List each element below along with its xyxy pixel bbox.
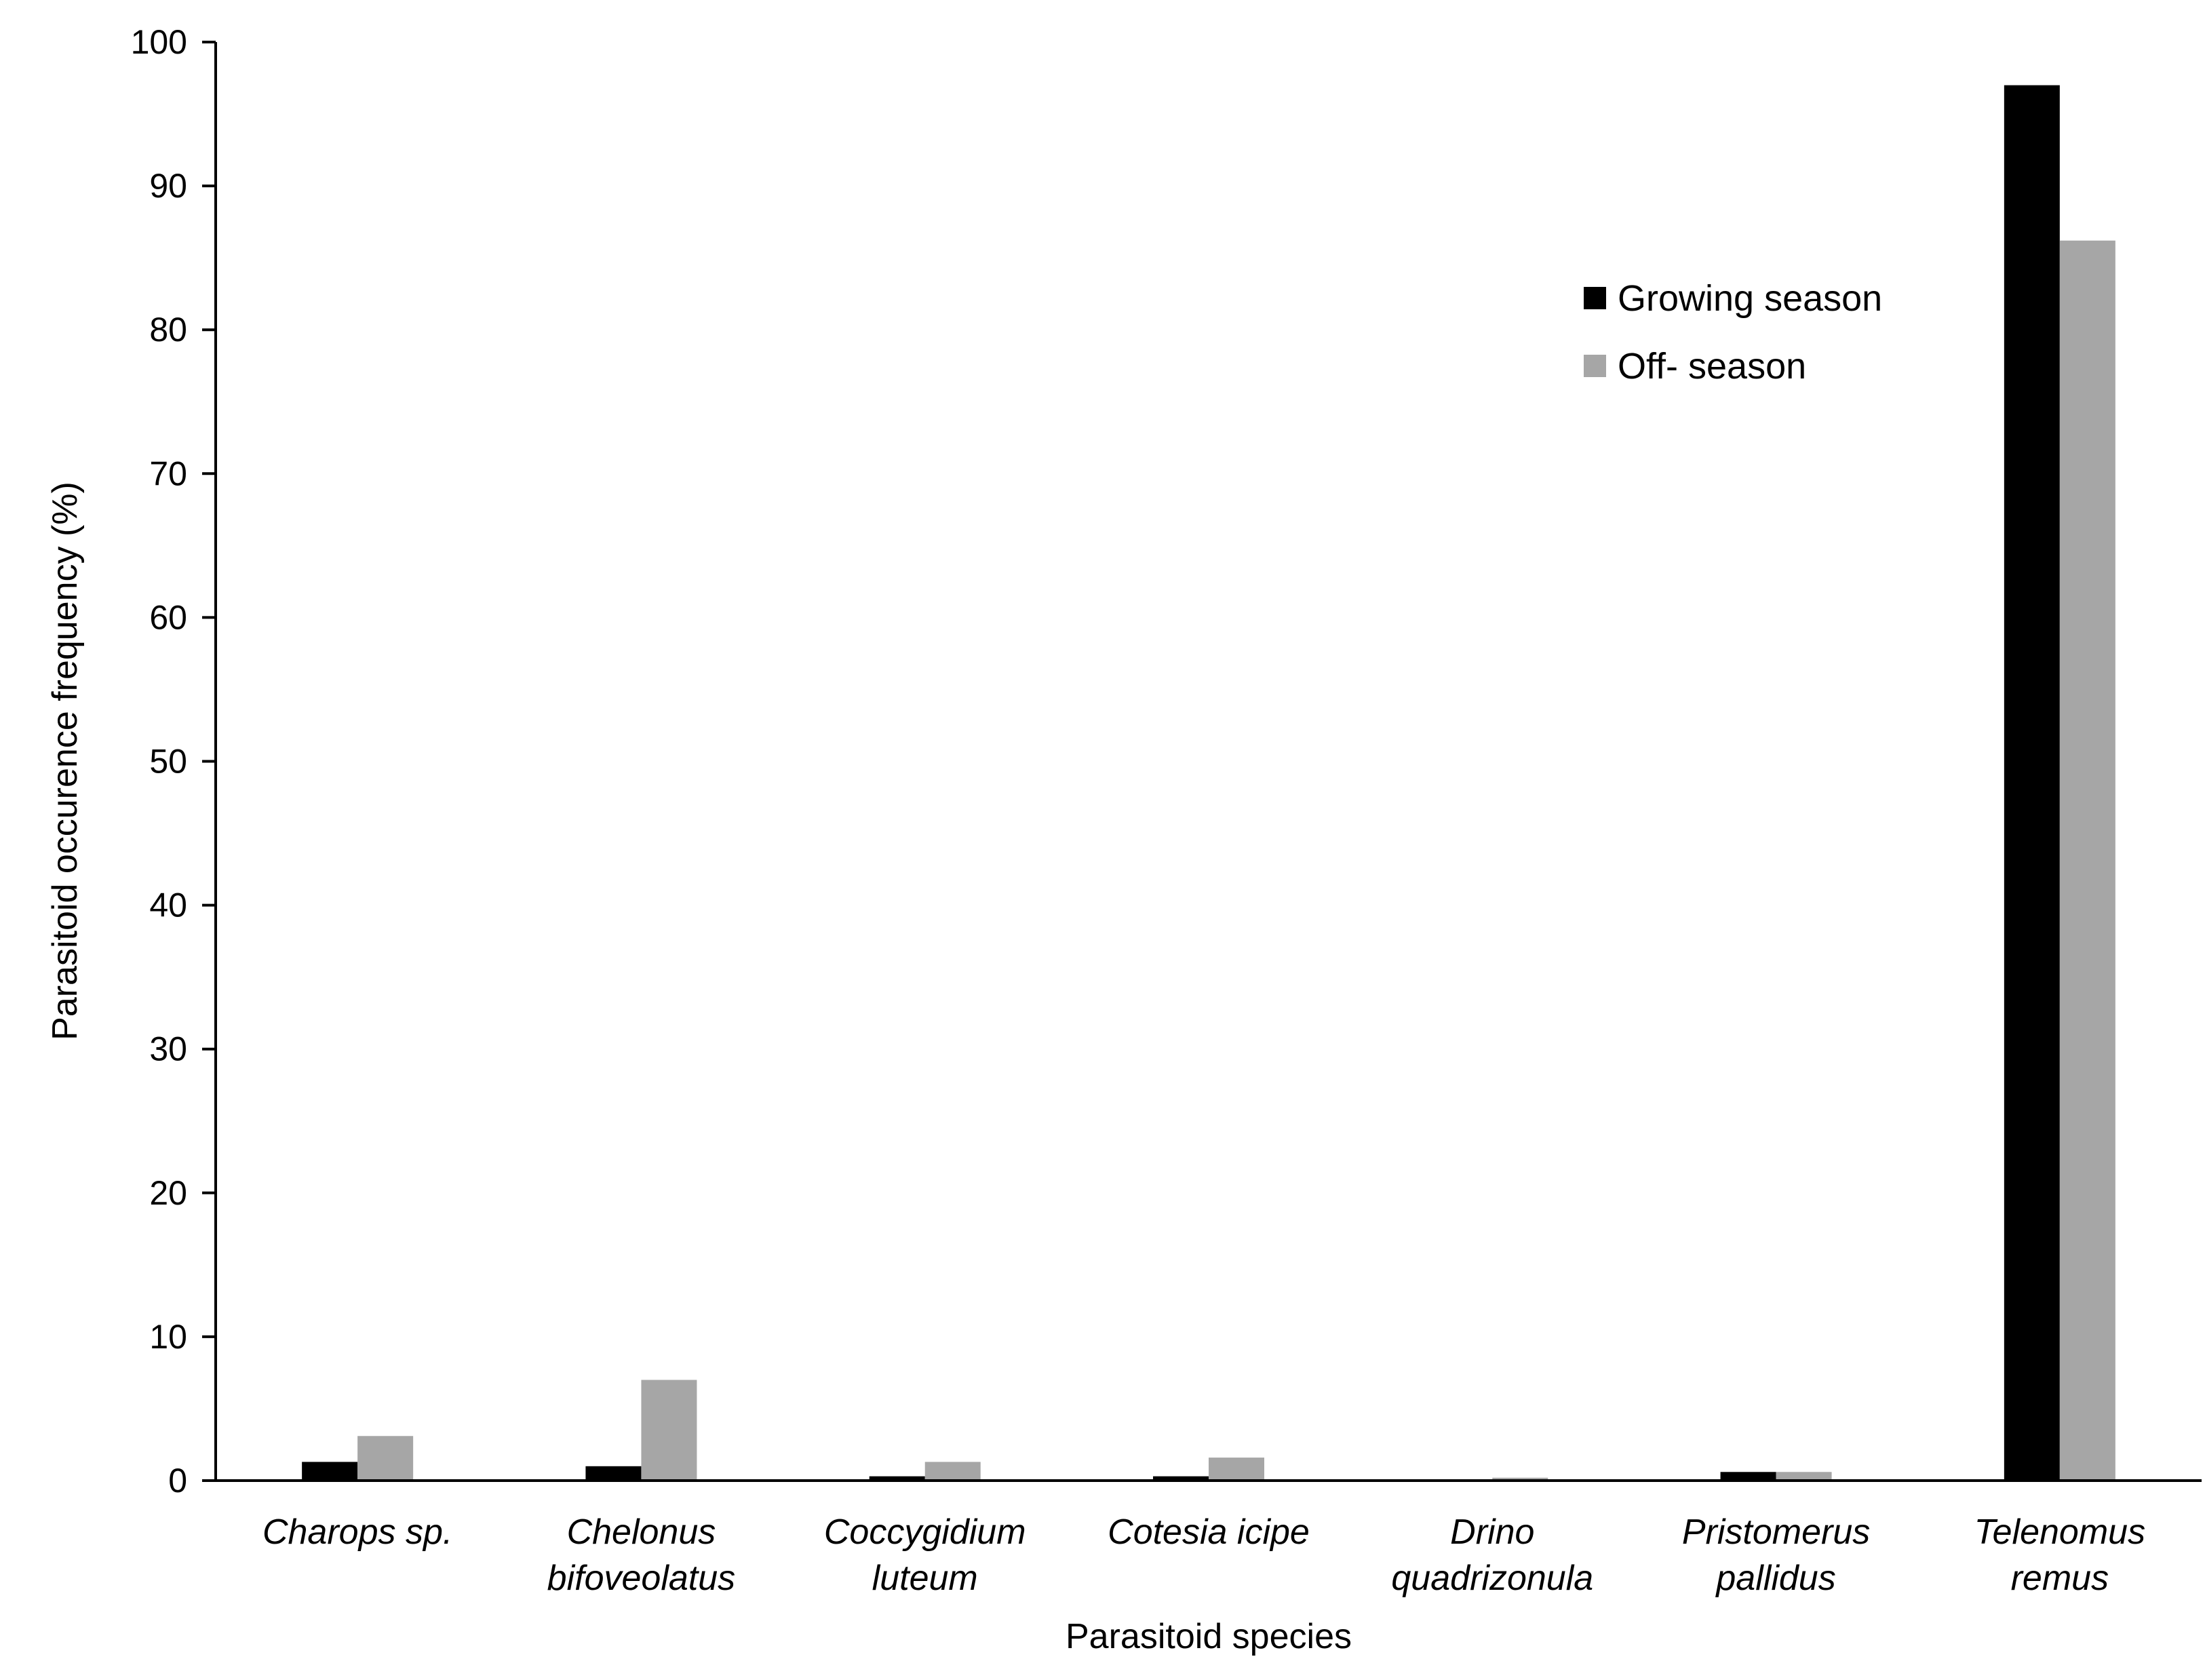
legend-swatch [1584, 355, 1606, 377]
y-tick-label: 0 [168, 1462, 187, 1500]
y-axis-ticks: 0 10 20 30 40 50 60 70 80 90 100 [131, 23, 216, 1500]
y-tick-label: 60 [149, 598, 187, 636]
x-category-label: Pristomerus [1682, 1512, 1870, 1552]
y-tick-label: 70 [149, 454, 187, 492]
bar-growing-season [1720, 1472, 1776, 1481]
bar-growing-season [1153, 1476, 1209, 1481]
bar-growing-season [2004, 85, 2060, 1481]
y-tick-label: 20 [149, 1174, 187, 1212]
bar-off-season [357, 1436, 414, 1481]
x-category-label: Chelonus [567, 1512, 716, 1552]
bar-growing-season [869, 1476, 925, 1481]
y-tick-label: 80 [149, 311, 187, 349]
y-tick-label: 40 [149, 886, 187, 924]
x-category-label: quadrizonula [1391, 1559, 1593, 1598]
bar-growing-season [302, 1462, 358, 1481]
x-category-label: Charops sp. [262, 1512, 452, 1552]
bar-off-season [1776, 1472, 1832, 1481]
x-category-label: bifoveolatus [547, 1559, 736, 1598]
x-category-label: remus [2011, 1559, 2109, 1598]
bars [302, 85, 2115, 1481]
x-category-label: luteum [872, 1559, 978, 1598]
x-category-label: pallidus [1715, 1559, 1835, 1598]
bar-off-season [924, 1462, 981, 1481]
x-axis-title: Parasitoid species [1066, 1617, 1352, 1656]
y-tick-label: 10 [149, 1318, 187, 1356]
legend-label: Growing season [1618, 278, 1882, 319]
x-category-label: Cotesia icipe [1108, 1512, 1310, 1552]
y-tick-label: 50 [149, 743, 187, 781]
bar-off-season [1492, 1477, 1548, 1481]
y-tick-label: 100 [131, 23, 187, 61]
x-category-label: Telenomus [1974, 1512, 2145, 1552]
bar-off-season [1209, 1458, 1264, 1481]
x-axis-category-labels: Charops sp. Chelonus bifoveolatus Coccygidi… [262, 1512, 2145, 1598]
legend-label: Off- season [1618, 346, 1806, 387]
bar-growing-season [585, 1466, 642, 1481]
x-category-label: Coccygidium [824, 1512, 1026, 1552]
bar-off-season [641, 1380, 697, 1481]
legend: Growing season Off- season [1584, 278, 1882, 387]
y-axis-title: Parasitoid occurence frequency (%) [45, 482, 85, 1040]
bar-off-season [2059, 240, 2115, 1481]
y-tick-label: 30 [149, 1030, 187, 1068]
legend-swatch [1584, 287, 1606, 309]
x-category-label: Drino [1450, 1512, 1534, 1552]
y-tick-label: 90 [149, 167, 187, 205]
